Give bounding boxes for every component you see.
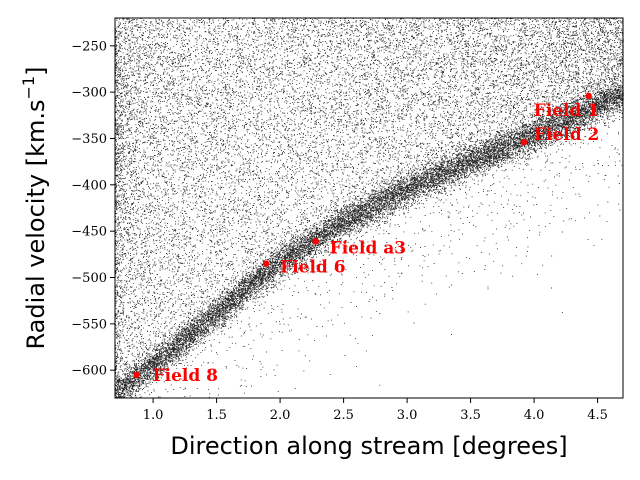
particle-points xyxy=(115,17,624,399)
x-tick-label: 2.0 xyxy=(270,408,291,423)
plot-frame xyxy=(114,17,624,399)
y-axis-label-main: Radial velocity [km.s xyxy=(22,100,50,350)
field-label: Field a3 xyxy=(330,238,406,258)
x-tick-label: 4.5 xyxy=(587,408,608,423)
y-tick-label: −250 xyxy=(71,39,107,54)
field-marker xyxy=(520,138,528,146)
y-tick-label: −300 xyxy=(71,86,107,101)
x-tick-label: 3.5 xyxy=(460,408,481,423)
y-tick-label: −600 xyxy=(71,364,107,379)
y-tick-label: −500 xyxy=(71,271,107,286)
field-marker xyxy=(262,260,270,267)
y-axis-label-superscript: −1 xyxy=(19,76,38,100)
simulated-particles xyxy=(115,17,624,399)
y-axis: −250 −300 −350 −400 −450 −500 −550 −600 xyxy=(71,39,115,379)
field-marker xyxy=(133,371,140,379)
y-tick-label: −550 xyxy=(71,317,107,332)
x-axis: 1.0 1.5 2.0 2.5 3.0 3.5 4.0 4.5 xyxy=(143,398,608,423)
x-tick-label: 1.0 xyxy=(143,408,164,423)
field-marker xyxy=(585,92,592,100)
y-tick-label: −350 xyxy=(71,132,107,147)
field-label: Field 1 xyxy=(534,101,599,121)
x-tick-label: 4.0 xyxy=(524,408,545,423)
field-label: Field 2 xyxy=(534,125,599,145)
field-label: Field 8 xyxy=(153,366,218,386)
field-label: Field 6 xyxy=(280,258,345,278)
y-tick-label: −450 xyxy=(71,225,107,240)
y-axis-label-close: ] xyxy=(22,67,50,76)
x-tick-label: 3.0 xyxy=(397,408,418,423)
x-tick-label: 1.5 xyxy=(206,408,227,423)
field-marker xyxy=(312,238,319,245)
y-tick-label: −400 xyxy=(71,178,107,193)
x-axis-label: Direction along stream [degrees] xyxy=(170,432,567,460)
y-axis-label: Radial velocity [km.s−1] xyxy=(19,67,50,350)
x-tick-label: 2.5 xyxy=(333,408,354,423)
